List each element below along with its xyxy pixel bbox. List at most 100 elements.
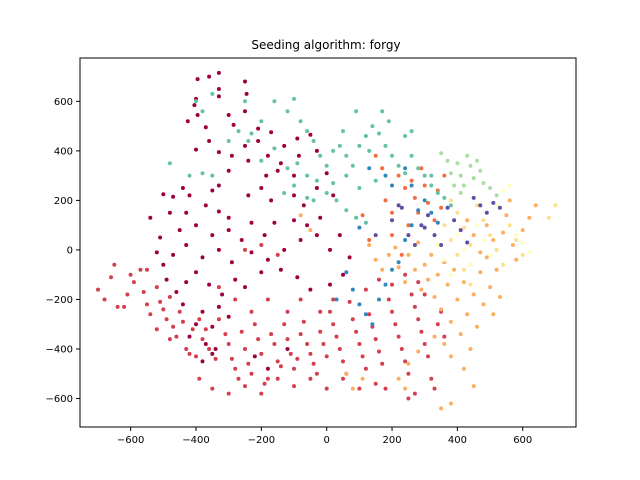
data-point-red-0 bbox=[96, 287, 100, 292]
data-point-light_orange-6 bbox=[403, 280, 408, 285]
data-point-light_orange-29 bbox=[481, 302, 486, 307]
data-point-maroon-15 bbox=[256, 126, 261, 131]
data-point-light_orange-8 bbox=[412, 267, 417, 272]
data-point-light_orange-19 bbox=[448, 319, 453, 324]
data-point-yellow-6 bbox=[488, 233, 493, 238]
data-point-maroon-60 bbox=[226, 228, 231, 233]
data-point-light_orange-2 bbox=[380, 267, 385, 272]
data-point-green-65 bbox=[367, 148, 372, 153]
data-point-red-64 bbox=[331, 322, 336, 327]
data-point-red-124 bbox=[259, 243, 264, 247]
data-point-green-15 bbox=[324, 163, 329, 168]
data-point-green-64 bbox=[354, 109, 359, 114]
data-point-red-47 bbox=[275, 359, 280, 364]
data-point-red-126 bbox=[233, 297, 238, 302]
data-point-red-73 bbox=[360, 354, 365, 359]
data-point-green-26 bbox=[396, 163, 401, 168]
data-point-light_orange-32 bbox=[491, 312, 496, 317]
data-point-pale_yellow-5 bbox=[468, 262, 473, 267]
data-point-red-3 bbox=[112, 262, 117, 267]
data-point-light_orange-40 bbox=[520, 228, 525, 233]
y-tick-label: −200 bbox=[46, 295, 73, 306]
data-point-maroon-36 bbox=[210, 188, 215, 193]
data-point-maroon-40 bbox=[161, 192, 166, 197]
points-layer bbox=[96, 70, 558, 411]
data-point-maroon-108 bbox=[252, 354, 257, 359]
data-point-light_orange-42 bbox=[533, 203, 538, 208]
data-point-green-1 bbox=[187, 173, 192, 178]
data-point-pale_yellow-3 bbox=[455, 233, 460, 238]
data-point-red-14 bbox=[158, 299, 163, 304]
data-point-red-49 bbox=[282, 322, 287, 327]
x-tick-label: 400 bbox=[448, 435, 467, 446]
data-point-green-63 bbox=[341, 129, 345, 134]
data-point-maroon-56 bbox=[272, 220, 277, 225]
data-point-light_orange-54 bbox=[416, 349, 421, 354]
data-point-green-25 bbox=[390, 153, 394, 158]
data-point-light_orange-46 bbox=[484, 223, 489, 228]
data-point-green-45 bbox=[357, 186, 362, 190]
data-point-maroon-3 bbox=[243, 79, 247, 84]
data-point-red-46 bbox=[272, 342, 277, 346]
data-point-light_green-5 bbox=[461, 183, 466, 188]
data-point-light_green-1 bbox=[445, 158, 450, 163]
data-point-teal-6 bbox=[383, 282, 388, 287]
data-point-blue-17 bbox=[373, 233, 378, 238]
data-point-blue-8 bbox=[445, 205, 450, 210]
x-axis: −600 −400 −200 0 200 400 600 bbox=[117, 427, 532, 446]
data-point-red-2 bbox=[109, 275, 113, 280]
data-point-red-119 bbox=[357, 386, 362, 391]
data-point-maroon-53 bbox=[318, 215, 323, 220]
data-point-yellow-13 bbox=[448, 238, 453, 242]
data-point-red-95 bbox=[432, 386, 437, 391]
data-point-blue-3 bbox=[412, 243, 417, 247]
data-point-yellow-0 bbox=[448, 198, 453, 203]
data-point-light_green-4 bbox=[458, 173, 463, 178]
data-point-light_orange-11 bbox=[422, 262, 427, 267]
data-point-green-10 bbox=[292, 96, 296, 101]
data-point-maroon-103 bbox=[203, 342, 208, 346]
data-point-light_orange-49 bbox=[461, 366, 466, 371]
data-point-light_orange-61 bbox=[439, 406, 444, 411]
data-point-maroon-47 bbox=[269, 198, 274, 203]
data-point-red-8 bbox=[131, 280, 136, 285]
data-point-red-107 bbox=[167, 337, 172, 342]
data-point-red-109 bbox=[197, 376, 202, 381]
data-point-maroon-22 bbox=[229, 153, 234, 158]
data-point-light_orange-7 bbox=[406, 252, 411, 257]
data-point-green-49 bbox=[194, 99, 198, 104]
data-point-light_orange-60 bbox=[360, 376, 365, 381]
data-point-teal-11 bbox=[416, 208, 421, 213]
data-point-maroon-68 bbox=[171, 252, 176, 257]
data-point-maroon-101 bbox=[194, 322, 198, 327]
data-point-red-33 bbox=[229, 356, 234, 361]
data-point-orange-6 bbox=[406, 223, 411, 228]
data-point-light_orange-15 bbox=[435, 272, 440, 277]
data-point-red-131 bbox=[318, 309, 323, 314]
data-point-maroon-72 bbox=[229, 260, 234, 265]
data-point-green-34 bbox=[448, 203, 453, 208]
data-point-pale_yellow-1 bbox=[442, 257, 447, 262]
data-point-light_orange-38 bbox=[510, 243, 515, 247]
data-point-red-24 bbox=[194, 354, 198, 359]
data-point-green-37 bbox=[305, 173, 310, 178]
y-tick-label: 600 bbox=[54, 97, 73, 108]
data-point-yellow-14 bbox=[455, 252, 460, 257]
data-point-green-53 bbox=[272, 146, 277, 151]
data-point-maroon-100 bbox=[210, 324, 215, 329]
data-point-maroon-16 bbox=[269, 130, 274, 135]
data-point-maroon-25 bbox=[278, 161, 283, 166]
data-point-maroon-59 bbox=[239, 238, 244, 242]
data-point-green-57 bbox=[380, 109, 385, 114]
data-point-teal-14 bbox=[435, 220, 440, 225]
data-point-red-122 bbox=[412, 391, 417, 396]
data-point-orange-12 bbox=[426, 200, 430, 205]
data-point-light_orange-10 bbox=[419, 287, 424, 292]
data-point-red-88 bbox=[409, 292, 414, 297]
data-point-maroon-17 bbox=[256, 139, 261, 143]
data-point-red-117 bbox=[324, 386, 329, 391]
data-point-maroon-9 bbox=[195, 113, 200, 117]
data-point-red-19 bbox=[174, 334, 179, 339]
data-point-maroon-28 bbox=[308, 132, 313, 137]
data-point-green-6 bbox=[246, 139, 251, 143]
